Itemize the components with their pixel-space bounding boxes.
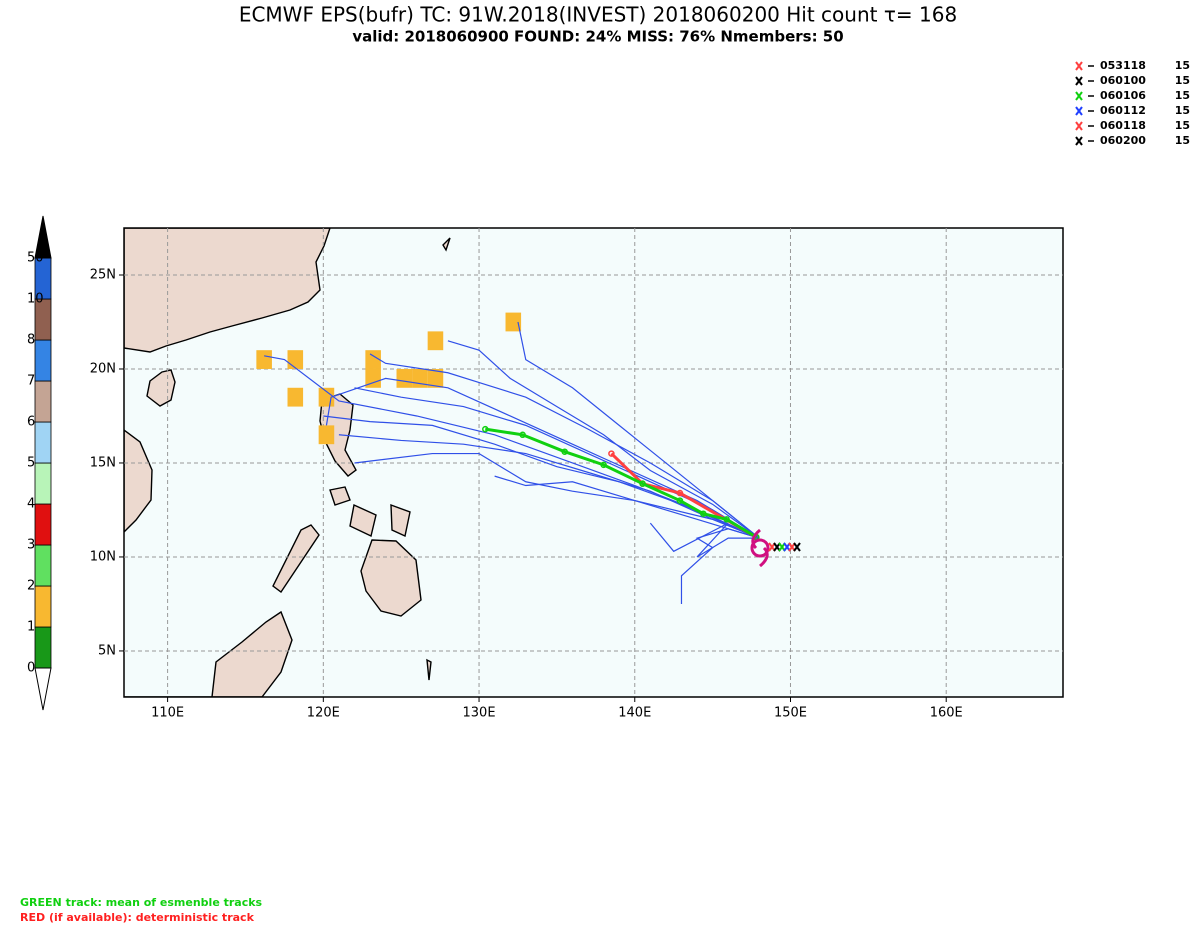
footnote: GREEN track: mean of esmenble tracks bbox=[20, 896, 263, 909]
hit-cell bbox=[256, 350, 272, 369]
hit-cell bbox=[318, 425, 335, 445]
run-marker bbox=[793, 542, 801, 552]
colorbar-bin bbox=[34, 544, 52, 587]
deterministic-track bbox=[610, 452, 757, 539]
hit-cell bbox=[365, 350, 381, 369]
ensemble-track bbox=[354, 452, 760, 539]
storm-symbol bbox=[750, 538, 770, 558]
ensemble-track bbox=[680, 528, 760, 604]
colorbar-bin bbox=[34, 421, 52, 464]
legend-marker bbox=[1075, 61, 1083, 71]
colorbar-label: 3 bbox=[27, 538, 35, 553]
colorbar-label: 4 bbox=[27, 497, 35, 512]
colorbar-bin bbox=[34, 503, 52, 546]
colorbar-bin bbox=[34, 339, 52, 382]
legend-name: 060106 bbox=[1100, 89, 1146, 102]
mean-track-point bbox=[700, 510, 707, 517]
colorbar-bin bbox=[34, 626, 52, 669]
mean-track bbox=[485, 427, 757, 539]
colorbar-label: 2 bbox=[27, 579, 35, 594]
ensemble-track bbox=[369, 353, 760, 539]
legend-name: 060200 bbox=[1100, 134, 1146, 147]
plot-area bbox=[124, 228, 1063, 697]
chart-subtitle: valid: 2018060900 FOUND: 24% MISS: 76% N… bbox=[352, 28, 843, 46]
x-tick-label: 140E bbox=[618, 706, 651, 721]
legend-marker bbox=[1075, 91, 1083, 101]
colorbar-label: 6 bbox=[27, 415, 35, 430]
colorbar-bin bbox=[34, 585, 52, 628]
deterministic-track-point bbox=[608, 450, 615, 457]
legend-marker bbox=[1075, 121, 1083, 131]
ensemble-track bbox=[447, 340, 760, 539]
hit-cell bbox=[365, 368, 381, 388]
mean-track-point bbox=[600, 461, 607, 469]
storm-arm bbox=[751, 528, 769, 568]
colorbar-bin bbox=[34, 380, 52, 423]
x-tick-label: 160E bbox=[930, 706, 963, 721]
annotations: 110E 120E 130E 140E 150E 160E 5N 10N 15N 20N 25N 0 1… bbox=[20, 59, 1190, 924]
x-tick-label: 120E bbox=[307, 706, 340, 721]
legend-name: 060118 bbox=[1100, 119, 1146, 132]
legend-marker bbox=[1075, 76, 1083, 86]
x-tick-label: 150E bbox=[774, 706, 807, 721]
hit-cell bbox=[287, 387, 304, 407]
mean-track-point bbox=[561, 448, 568, 455]
deterministic-track-point bbox=[676, 489, 684, 497]
colorbar-bin bbox=[34, 462, 52, 505]
y-tick-label: 25N bbox=[90, 267, 116, 282]
colorbar-label: 50 bbox=[27, 251, 44, 266]
ensemble-track bbox=[649, 522, 760, 558]
colorbar-label: 8 bbox=[27, 333, 35, 348]
y-tick-label: 5N bbox=[98, 643, 116, 658]
legend-count: 15 bbox=[1175, 89, 1190, 102]
mean-track-point bbox=[676, 497, 684, 504]
colorbar-label: 5 bbox=[27, 456, 35, 471]
colorbar-label: 10 bbox=[27, 292, 44, 307]
footnote: RED (if available): deterministic track bbox=[20, 911, 255, 924]
y-tick-label: 15N bbox=[90, 455, 116, 470]
ensemble-track bbox=[323, 415, 760, 539]
legend-name: 060112 bbox=[1100, 104, 1146, 117]
colorbar-over bbox=[34, 215, 52, 259]
legend-name: 053118 bbox=[1100, 59, 1146, 72]
y-tick-label: 10N bbox=[90, 549, 116, 564]
hit-cell bbox=[427, 331, 444, 351]
hit-cell bbox=[505, 312, 522, 332]
mean-track-point bbox=[482, 425, 489, 433]
mean-track-point bbox=[519, 431, 526, 439]
hit-cell bbox=[287, 350, 304, 369]
x-tick-label: 110E bbox=[151, 706, 184, 721]
colorbar-under bbox=[34, 667, 52, 711]
legend-count: 15 bbox=[1175, 74, 1190, 87]
colorbar-label: 1 bbox=[27, 620, 35, 635]
legend-count: 15 bbox=[1175, 59, 1190, 72]
legend-marker bbox=[1075, 136, 1083, 146]
ensemble-track bbox=[494, 475, 760, 539]
legend-count: 15 bbox=[1175, 104, 1190, 117]
chart-title: ECMWF EPS(bufr) TC: 91W.2018(INVEST) 201… bbox=[239, 3, 957, 27]
y-tick-label: 20N bbox=[90, 361, 116, 376]
legend-count: 15 bbox=[1175, 134, 1190, 147]
legend-marker bbox=[1075, 106, 1083, 116]
legend-name: 060100 bbox=[1100, 74, 1146, 87]
hit-cell bbox=[427, 368, 444, 388]
colorbar-label: 7 bbox=[27, 374, 35, 389]
legend-count: 15 bbox=[1175, 119, 1190, 132]
mean-track-point bbox=[723, 516, 730, 523]
hit-cell bbox=[396, 368, 413, 388]
mean-track-point bbox=[639, 480, 646, 487]
x-tick-label: 130E bbox=[463, 706, 496, 721]
colorbar-label: 0 bbox=[27, 661, 35, 676]
